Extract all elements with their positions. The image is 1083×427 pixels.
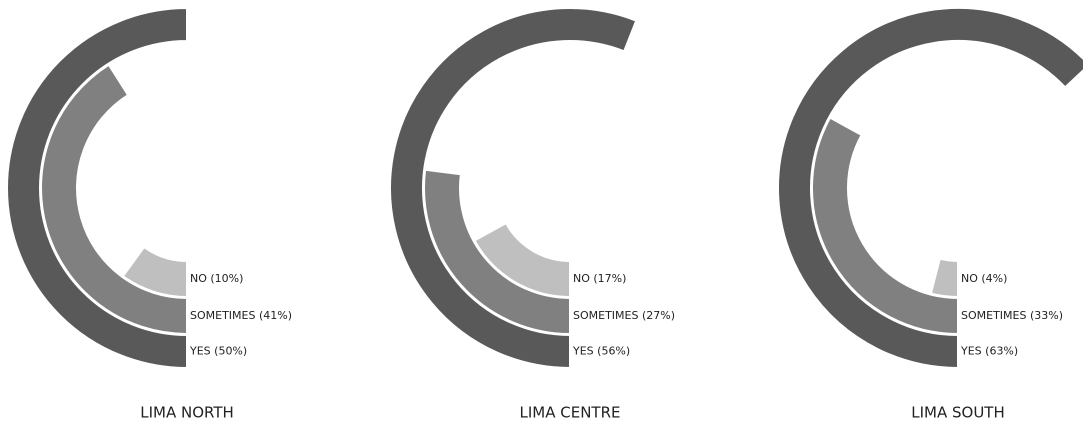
radial-bar [473, 221, 571, 299]
bar-label: NO (4%) [961, 272, 1007, 285]
chart-title: LIMA NORTH [140, 404, 234, 422]
chart-title: LIMA CENTRE [520, 404, 621, 422]
bar-label: NO (17%) [573, 272, 626, 285]
radial-bar [121, 245, 188, 299]
radial-bar [40, 63, 188, 336]
bar-label: NO (10%) [190, 272, 243, 285]
bar-label: YES (63%) [960, 345, 1018, 358]
chart-title: LIMA SOUTH [911, 404, 1005, 422]
bar-label: YES (50%) [189, 345, 247, 358]
bar-label: SOMETIMES (33%) [961, 309, 1063, 322]
bar-label: YES (56%) [572, 345, 630, 358]
radial-bar [811, 116, 959, 336]
bar-label: SOMETIMES (27%) [573, 309, 675, 322]
bar-label: SOMETIMES (41%) [190, 309, 292, 322]
radial-bar [929, 257, 959, 299]
